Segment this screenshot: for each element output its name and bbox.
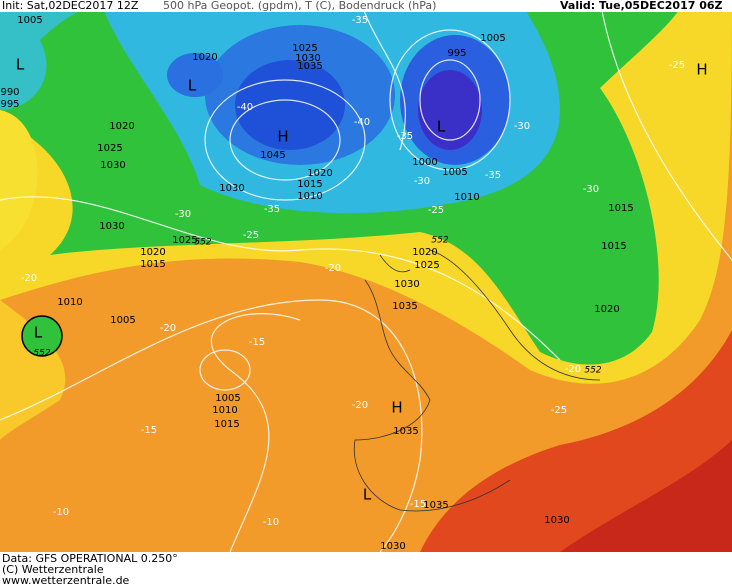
isobar-label: 1005 bbox=[110, 315, 135, 326]
isobar-label: 1015 bbox=[214, 419, 239, 430]
isobar-label: 995 bbox=[447, 48, 466, 59]
temperature-label: -15 bbox=[410, 499, 426, 510]
isobar-label: 1010 bbox=[454, 192, 479, 203]
isobar-label: 1020 bbox=[109, 121, 134, 132]
temperature-label: -15 bbox=[249, 337, 265, 348]
temperature-label: -25 bbox=[428, 205, 444, 216]
temperature-label: -35 bbox=[352, 15, 368, 26]
isobar-label: 1030 bbox=[100, 160, 125, 171]
isobar-label: 990 bbox=[0, 87, 19, 98]
temperature-label: -35 bbox=[397, 131, 413, 142]
pressure-center: L bbox=[34, 324, 43, 342]
cut-off-low bbox=[21, 315, 63, 357]
temperature-label: -30 bbox=[514, 121, 530, 132]
temperature-label: -30 bbox=[583, 184, 599, 195]
isobar-label: 1020 bbox=[307, 168, 332, 179]
pressure-center: L bbox=[363, 486, 372, 504]
isobar-label: 1005 bbox=[215, 393, 240, 404]
isobar-label: 1035 bbox=[392, 301, 417, 312]
temperature-label: -40 bbox=[354, 117, 370, 128]
url: www.wetterzentrale.de bbox=[2, 574, 130, 587]
temperature-label: -40 bbox=[237, 102, 253, 113]
temperature-label: -20 bbox=[325, 263, 341, 274]
isobar-label: 1035 bbox=[393, 426, 418, 437]
isobar-label: 1015 bbox=[601, 241, 626, 252]
isobar-label: 1030 bbox=[219, 183, 244, 194]
isobar-label: 1030 bbox=[99, 221, 124, 232]
copyright: (C) Wetterzentrale bbox=[2, 563, 104, 576]
isobar-label: 1005 bbox=[442, 167, 467, 178]
temperature-label: -25 bbox=[243, 230, 259, 241]
cold-core bbox=[418, 70, 482, 150]
isobar-label: 1020 bbox=[140, 247, 165, 258]
isobar-label: 1025 bbox=[97, 143, 122, 154]
isobar-label: 1045 bbox=[260, 150, 285, 161]
temperature-label: -15 bbox=[141, 425, 157, 436]
init-label: Init: Sat,02DEC2017 12Z bbox=[2, 0, 139, 12]
isobar-label: 1005 bbox=[17, 15, 42, 26]
pressure-center: L bbox=[16, 56, 25, 74]
temperature-label: -30 bbox=[414, 176, 430, 187]
isobar-label: 1010 bbox=[57, 297, 82, 308]
height-label: 552 bbox=[33, 349, 50, 359]
isobar-label: 1030 bbox=[544, 515, 569, 526]
valid-label: Valid: Tue,05DEC2017 06Z bbox=[560, 0, 723, 12]
temperature-label: -30 bbox=[175, 209, 191, 220]
isobar-label: 1000 bbox=[412, 157, 437, 168]
isobar-label: 1030 bbox=[394, 279, 419, 290]
temperature-label: -25 bbox=[669, 60, 685, 71]
pressure-center: H bbox=[277, 128, 288, 146]
height-label: 552 bbox=[194, 238, 211, 248]
yellow-region-west bbox=[0, 300, 66, 440]
cyan-region-west bbox=[0, 0, 100, 110]
isobar-label: 1025 bbox=[414, 260, 439, 271]
temperature-label: -10 bbox=[263, 517, 279, 528]
temperature-label: -20 bbox=[160, 323, 176, 334]
pressure-center: H bbox=[696, 61, 707, 79]
yellow-region-west bbox=[0, 110, 38, 250]
height-label: 552 bbox=[584, 366, 601, 376]
temperature-label: -20 bbox=[352, 400, 368, 411]
warm-core bbox=[560, 440, 732, 552]
isobar-label: 1035 bbox=[423, 500, 448, 511]
title: 500 hPa Geopot. (gpdm), T (C), Bodendruc… bbox=[163, 0, 436, 12]
isobar-label: 1035 bbox=[297, 61, 322, 72]
cold-pool bbox=[167, 53, 223, 97]
isobars bbox=[0, 0, 732, 553]
isobar-label: 1010 bbox=[212, 405, 237, 416]
isobar-label: 1015 bbox=[608, 203, 633, 214]
isobar-label: 995 bbox=[0, 99, 19, 110]
pressure-center: H bbox=[391, 399, 402, 417]
isobar-label: 1015 bbox=[297, 179, 322, 190]
isobar-label: 1005 bbox=[480, 33, 505, 44]
temperature-label: -25 bbox=[551, 405, 567, 416]
isobar-label: 1020 bbox=[192, 52, 217, 63]
isobar-label: 1025 bbox=[172, 235, 197, 246]
coastlines bbox=[353, 249, 601, 512]
pressure-center: L bbox=[188, 77, 197, 95]
isobar-label: 1030 bbox=[380, 541, 405, 552]
temperature-label: -20 bbox=[565, 364, 581, 375]
isobar-label: 1020 bbox=[594, 304, 619, 315]
isobar-label: 1025 bbox=[292, 43, 317, 54]
isobar-label: 1010 bbox=[297, 191, 322, 202]
footer-bar bbox=[0, 552, 732, 587]
isobar-label: 1020 bbox=[412, 247, 437, 258]
temperature-label: -35 bbox=[264, 204, 280, 215]
header-bar bbox=[0, 0, 732, 12]
isobar-label: 1030 bbox=[295, 53, 320, 64]
pressure-center: L bbox=[437, 118, 446, 136]
data-source: Data: GFS OPERATIONAL 0.250° bbox=[2, 552, 178, 565]
height-label: 552 bbox=[431, 236, 448, 246]
temperature-label: -35 bbox=[485, 170, 501, 181]
temperature-label: -20 bbox=[21, 273, 37, 284]
temperature-label: -10 bbox=[53, 507, 69, 518]
isobar-label: 1015 bbox=[140, 259, 165, 270]
